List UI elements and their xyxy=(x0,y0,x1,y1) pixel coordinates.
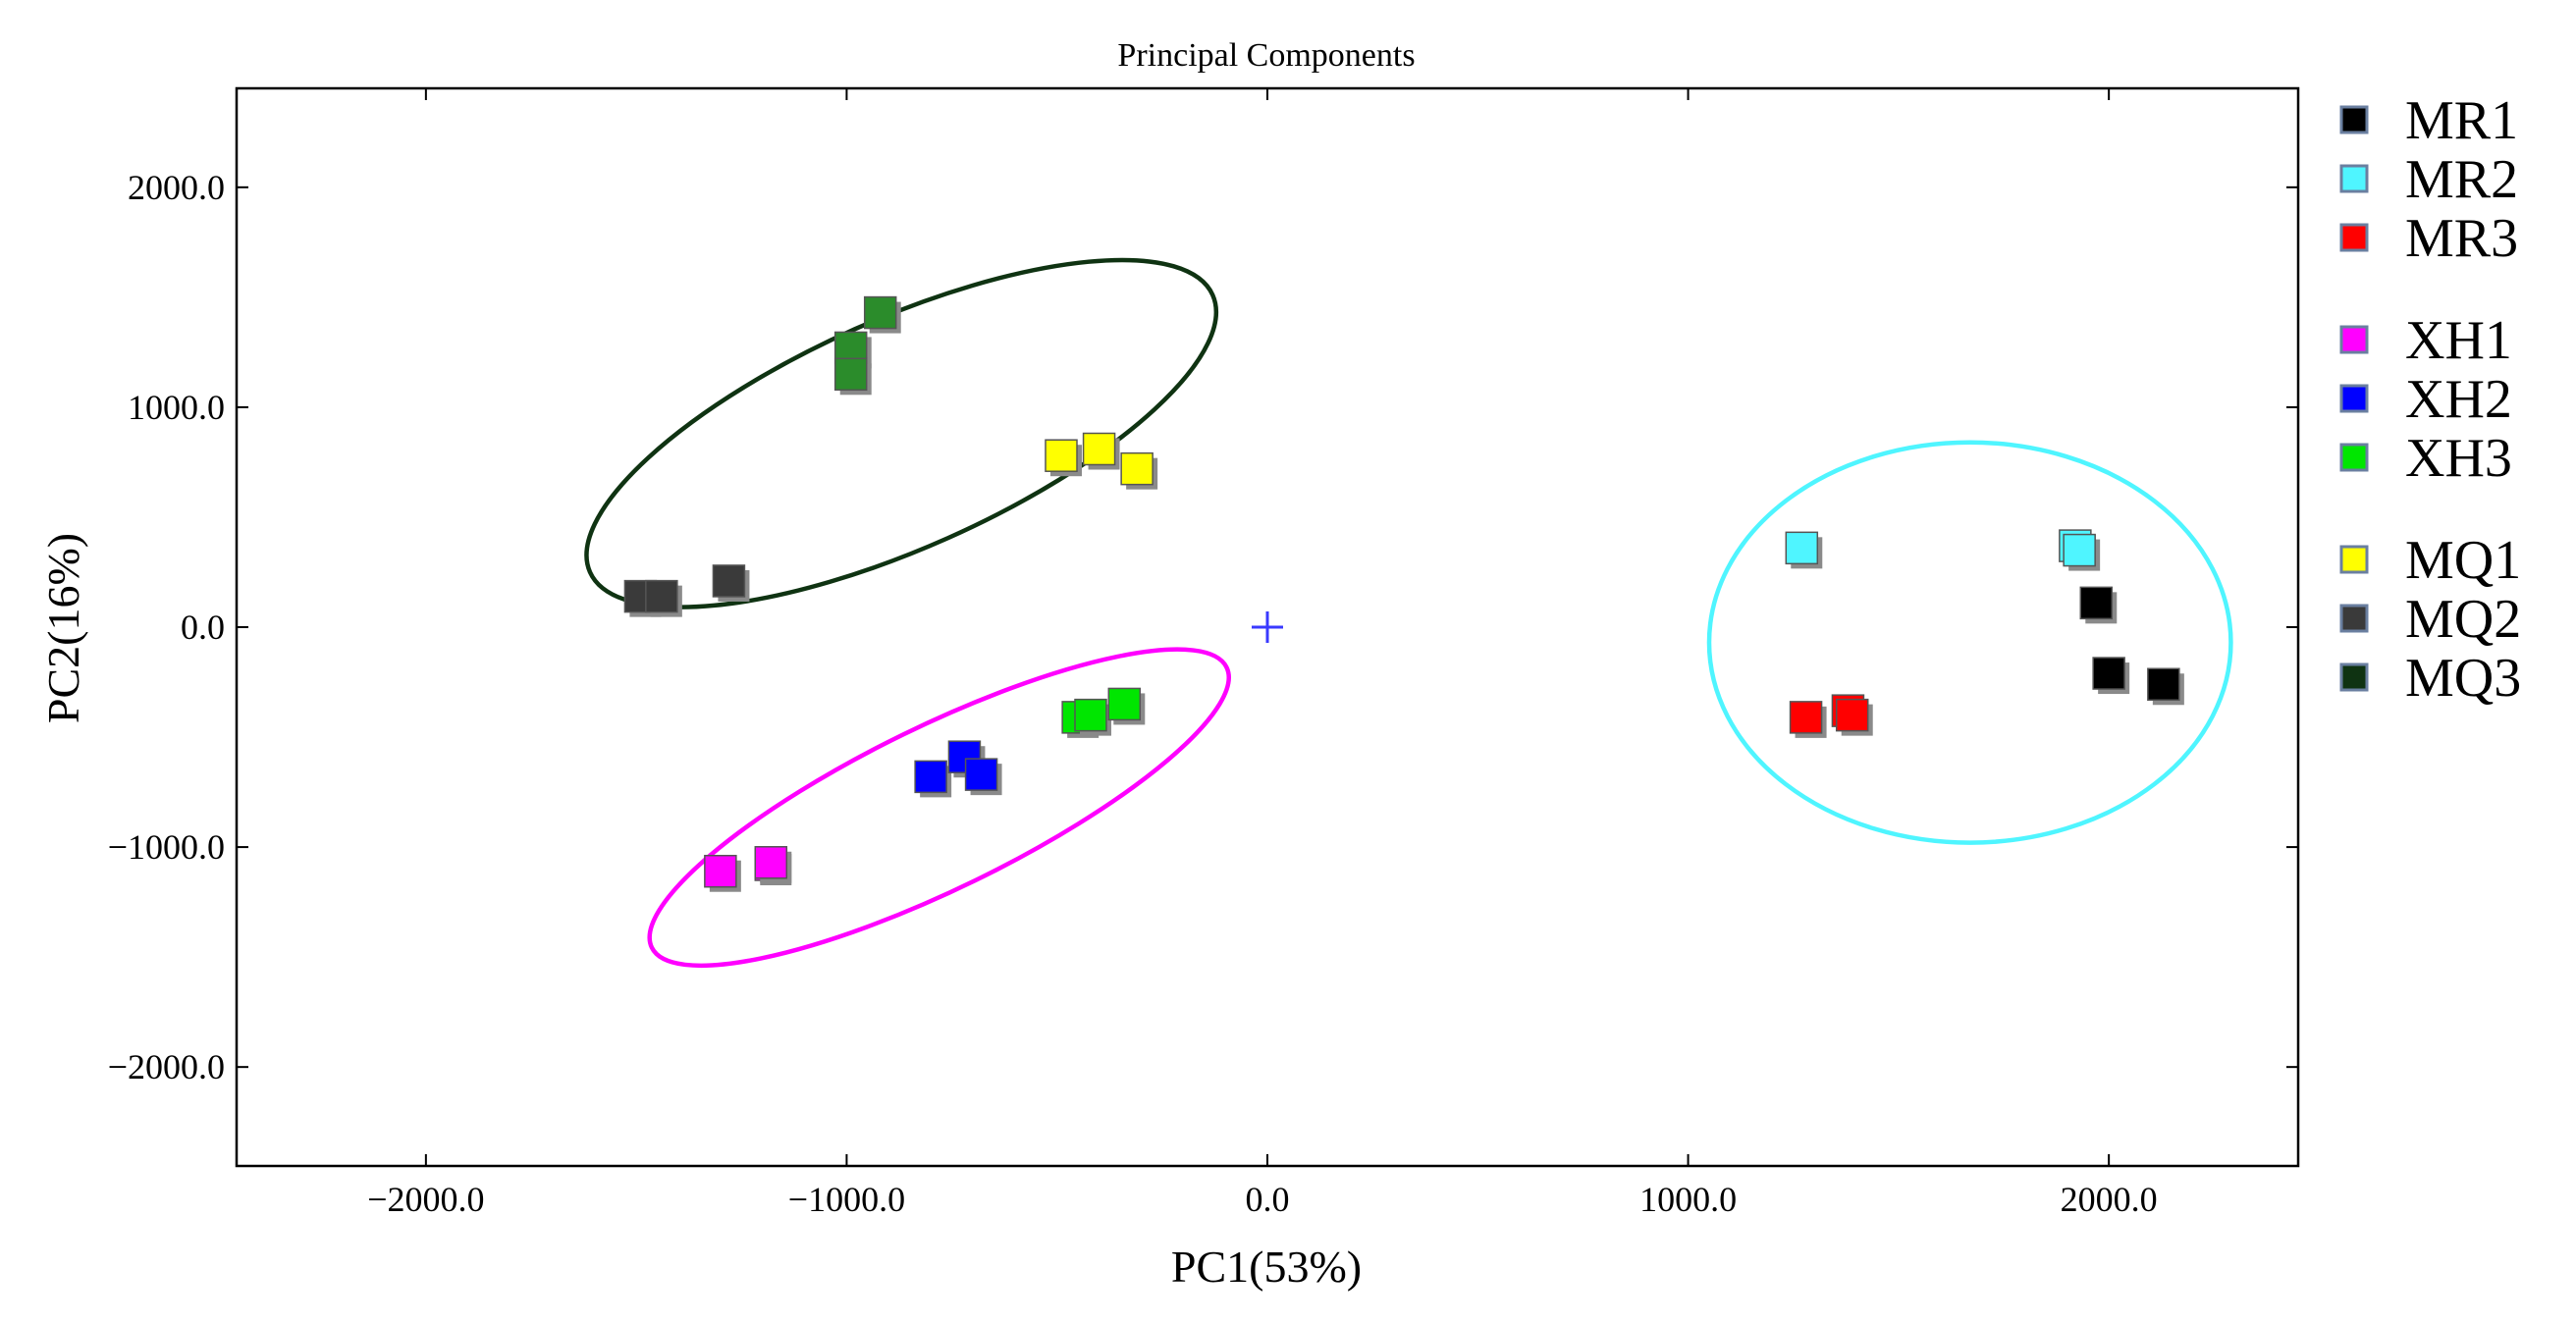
point-marker xyxy=(1107,687,1142,721)
point-marker xyxy=(2079,586,2114,620)
XH-cluster-ellipse xyxy=(647,647,1231,969)
point-marker xyxy=(1045,439,1078,472)
point-marker xyxy=(645,579,678,613)
legend-item-MR1: MR1 xyxy=(2339,90,2518,151)
legend-label: XH1 xyxy=(2405,310,2512,371)
MQ-cluster-ellipse xyxy=(584,257,1219,609)
point-MR3-1 xyxy=(1789,701,1827,738)
point-marker xyxy=(1074,698,1107,732)
y-axis-label: PC2(16%) xyxy=(38,533,88,723)
x-tick-label: 1000.0 xyxy=(1639,1180,1737,1219)
legend-label: MR2 xyxy=(2405,149,2518,210)
legend-item-MQ1: MQ1 xyxy=(2339,530,2521,591)
legend-swatch xyxy=(2339,545,2369,574)
legend-label: MR3 xyxy=(2405,208,2518,269)
point-MQ1-3 xyxy=(1120,451,1158,490)
legend-swatch xyxy=(2339,223,2369,252)
x-tick-label: 2000.0 xyxy=(2061,1180,2158,1219)
point-MR2-1 xyxy=(1785,531,1823,569)
legend-label: XH3 xyxy=(2405,428,2512,489)
point-MQ3-2 xyxy=(833,357,872,396)
legend-label: MQ1 xyxy=(2405,530,2521,591)
point-marker xyxy=(1789,701,1823,734)
legend-swatch xyxy=(2339,662,2369,692)
chart-title: Principal Components xyxy=(1117,37,1415,74)
legend-swatch xyxy=(2339,384,2369,413)
point-marker xyxy=(964,758,998,791)
point-XH3-2 xyxy=(1074,698,1111,736)
y-tick-label: 2000.0 xyxy=(128,168,225,207)
point-marker xyxy=(833,357,868,392)
point-marker xyxy=(863,295,897,330)
legend-swatch xyxy=(2339,105,2369,134)
x-tick-label: −1000.0 xyxy=(788,1180,905,1219)
legend-item-XH2: XH2 xyxy=(2339,369,2512,430)
legend-item-XH3: XH3 xyxy=(2339,428,2512,489)
point-MR2-3 xyxy=(2063,533,2101,571)
point-MR1-3 xyxy=(2147,667,2184,706)
point-XH3-3 xyxy=(1107,687,1146,725)
legend-item-MQ2: MQ2 xyxy=(2339,589,2521,650)
axis-ticks: −2000.0 −1000.0 0.0 1000.0 2000.0 −2000.0 −100… xyxy=(108,88,2298,1219)
point-MQ2-2 xyxy=(645,579,682,617)
legend-swatch xyxy=(2339,443,2369,472)
y-tick-label: 1000.0 xyxy=(128,388,225,427)
point-marker xyxy=(914,760,947,794)
point-XH2-1 xyxy=(914,760,952,798)
origin-marker xyxy=(1252,611,1283,643)
point-marker xyxy=(2063,533,2096,567)
x-tick-label: −2000.0 xyxy=(367,1180,484,1219)
point-XH1-1 xyxy=(704,854,741,892)
point-XH2-3 xyxy=(964,758,1002,796)
point-marker xyxy=(1785,531,1819,565)
legend-swatch xyxy=(2339,604,2369,633)
legend-label: MQ3 xyxy=(2405,648,2521,709)
point-MQ3-3 xyxy=(863,295,901,334)
x-tick-label: 0.0 xyxy=(1246,1180,1290,1219)
point-MQ1-1 xyxy=(1045,439,1082,477)
legend-item-MR3: MR3 xyxy=(2339,208,2518,269)
y-tick-label: −2000.0 xyxy=(108,1047,225,1086)
y-tick-label: 0.0 xyxy=(181,608,225,647)
point-marker xyxy=(2092,657,2125,690)
point-MR3-3 xyxy=(1835,698,1873,736)
point-marker xyxy=(1082,432,1116,466)
point-MQ2-3 xyxy=(712,564,750,602)
point-marker xyxy=(704,854,737,888)
point-marker xyxy=(754,846,788,879)
legend-item-XH1: XH1 xyxy=(2339,310,2512,371)
MR-cluster-ellipse xyxy=(1706,440,2233,845)
legend-label: MR1 xyxy=(2405,90,2518,151)
point-marker xyxy=(712,564,746,598)
cluster-ellipses xyxy=(584,257,2233,969)
legend-swatch xyxy=(2339,325,2369,354)
legend-item-MR2: MR2 xyxy=(2339,149,2518,210)
x-axis-label: PC1(53%) xyxy=(1171,1242,1362,1292)
legend-label: MQ2 xyxy=(2405,589,2521,650)
legend-item-MQ3: MQ3 xyxy=(2339,648,2521,709)
point-marker xyxy=(2147,667,2180,702)
point-XH1-3 xyxy=(754,846,792,883)
point-marker xyxy=(1835,698,1869,732)
point-MQ1-2 xyxy=(1082,432,1120,470)
point-MR1-1 xyxy=(2079,586,2118,624)
y-tick-label: −1000.0 xyxy=(108,827,225,867)
data-points xyxy=(623,295,2184,892)
legend-label: XH2 xyxy=(2405,369,2512,430)
point-marker xyxy=(1120,451,1154,486)
point-MR1-2 xyxy=(2092,657,2130,695)
legend-swatch xyxy=(2339,164,2369,193)
